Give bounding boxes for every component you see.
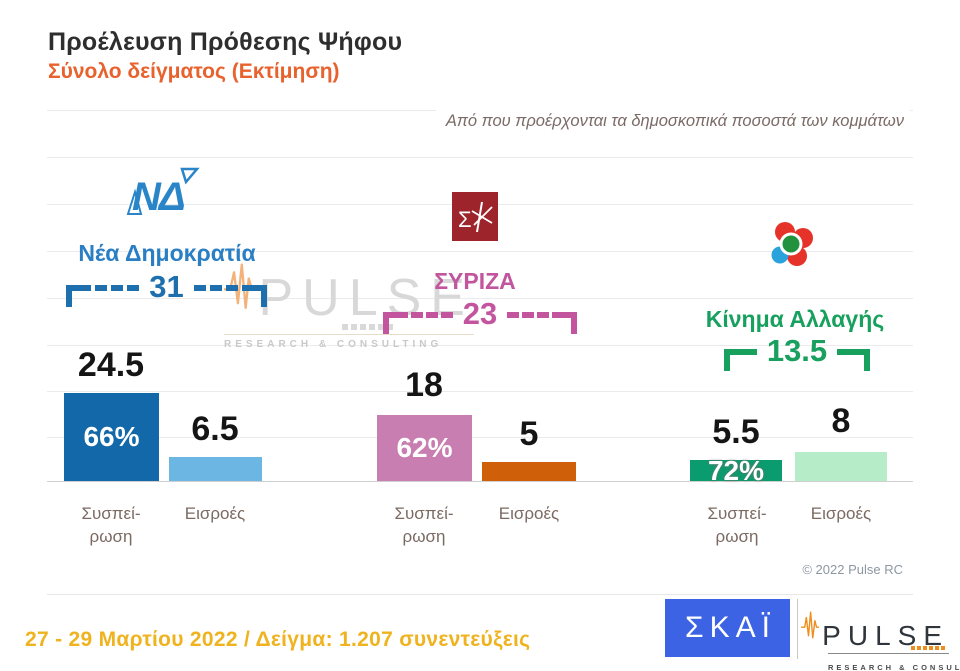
bar-syriza-inflow: [482, 462, 576, 481]
bracket-dash: [193, 285, 255, 291]
footer-separator: [47, 594, 913, 595]
total-bracket-nea-dimokratia: 31: [66, 271, 268, 316]
bracket-cap: [857, 349, 870, 371]
bar-share-syriza-cohesion: 62%: [396, 432, 453, 463]
pulse-waveform-icon: [801, 611, 820, 639]
bracket-cap: [383, 312, 396, 334]
bracket-dash: [507, 312, 565, 318]
watermark-tagline: RESEARCH & CONSULTING: [224, 339, 443, 350]
category-label-nd-inflow: Εισροές: [184, 504, 246, 523]
skai-logo-text: ΣΚΑΪ: [685, 611, 776, 644]
bar-share-kinal-cohesion: 72%: [707, 454, 765, 486]
page-title: Προέλευση Πρόθεσης Ψήφου: [48, 28, 403, 56]
watermark-accent-marks: [342, 324, 394, 330]
bar-value-nd-cohesion: 24.5: [77, 346, 145, 384]
bracket-dash: [837, 349, 857, 355]
bracket-cap: [724, 349, 737, 371]
bar-share-nd-cohesion: 66%: [83, 421, 140, 452]
category-label-kinal-cohesion: Συσπεί- ρωση: [707, 504, 767, 546]
bar-nd-cohesion: 66%: [64, 393, 159, 481]
bar-value-syriza-inflow: 5: [519, 415, 539, 453]
total-value-kinima-allagis: 13.5: [766, 333, 828, 369]
bar-value-nd-inflow: 6.5: [191, 410, 239, 448]
syriza-logo-icon: Σ: [452, 192, 498, 246]
chart-annotation: Από που προέρχονται τα δημοσκοπικά ποσοσ…: [435, 104, 910, 137]
fieldwork-date-sample: 27 - 29 Μαρτίου 2022 / Δείγμα: 1.207 συν…: [25, 628, 531, 651]
total-bracket-kinima-allagis: 13.5: [724, 335, 870, 380]
svg-text:ΝΔ: ΝΔ: [132, 175, 185, 218]
bar-value-kinal-cohesion: 5.5: [712, 413, 760, 451]
bar-kinal-inflow: [795, 452, 887, 481]
skai-logo: ΣΚΑΪ: [665, 599, 790, 657]
gridline: [47, 298, 913, 299]
bracket-cap: [66, 285, 79, 307]
pulse-logo-text: PULSE: [822, 620, 949, 651]
pulse-logo-tagline: RESEARCH & CONSULTING: [828, 663, 960, 671]
party-name-nea-dimokratia: Νέα Δημοκρατία: [78, 240, 256, 266]
bar-value-kinal-inflow: 8: [831, 402, 851, 440]
svg-text:Σ: Σ: [458, 207, 472, 232]
gridline: [47, 437, 913, 438]
party-name-kinima-allagis: Κίνημα Αλλαγής: [705, 306, 885, 332]
bracket-dash: [79, 285, 140, 291]
pulse-logo-accent-marks: [911, 646, 947, 650]
category-label-kinal-inflow: Εισροές: [810, 504, 872, 523]
gridline: [47, 345, 913, 346]
bar-nd-inflow: [169, 457, 262, 481]
category-label-syriza-cohesion: Συσπεί- ρωση: [394, 504, 454, 546]
bracket-dash: [737, 349, 757, 355]
total-value-nea-dimokratia: 31: [149, 269, 184, 305]
bar-value-syriza-cohesion: 18: [405, 366, 443, 404]
bracket-dash: [396, 312, 453, 318]
gridline: [47, 391, 913, 392]
category-label-nd-cohesion: Συσπεί- ρωση: [81, 504, 141, 546]
page-subtitle: Σύνολο δείγματος (Εκτίμηση): [48, 60, 340, 83]
gridline: [47, 157, 913, 158]
category-label-syriza-inflow: Εισροές: [498, 504, 560, 523]
bar-kinal-cohesion: 72%: [690, 455, 782, 486]
bar-syriza-cohesion: 62%: [377, 415, 472, 481]
total-value-syriza: 23: [462, 296, 498, 332]
kinima-allagis-logo-icon: [768, 220, 816, 273]
gridline: [47, 251, 913, 252]
copyright-text: © 2022 Pulse RC: [802, 562, 903, 577]
bracket-cap: [564, 312, 578, 334]
total-bracket-syriza: 23: [383, 298, 578, 343]
axis-baseline: [47, 481, 913, 482]
nea-dimokratia-logo-icon: ΝΔ: [122, 166, 208, 223]
bracket-cap: [254, 285, 268, 307]
party-name-syriza: ΣΥΡΙΖΑ: [434, 268, 516, 294]
pulse-logo: PULSE RESEARCH & CONSULTING: [801, 600, 960, 671]
footer-logo-divider: [797, 599, 798, 659]
